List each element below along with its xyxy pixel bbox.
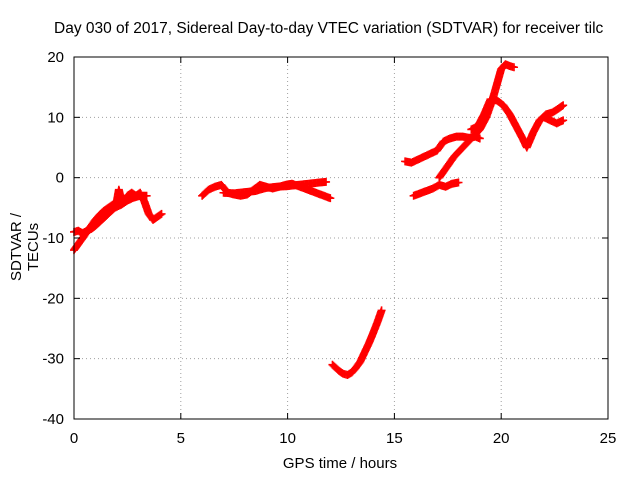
data-point <box>156 210 165 219</box>
x-tick-label: 0 <box>70 430 78 447</box>
data-series-10 <box>539 113 568 128</box>
y-tick-label: 0 <box>56 170 64 187</box>
x-tick-label: 25 <box>600 430 617 447</box>
data-point <box>557 116 566 125</box>
data-point <box>320 178 329 187</box>
data-point <box>453 178 462 187</box>
chart-series <box>70 60 568 379</box>
chart-title: Day 030 of 2017, Sidereal Day-to-day VTE… <box>54 20 604 37</box>
x-tick-label: 20 <box>493 430 510 447</box>
x-tick-label: 10 <box>279 430 296 447</box>
y-tick-label: 20 <box>47 49 64 66</box>
data-point <box>141 191 150 200</box>
chart-grid <box>74 57 608 419</box>
data-point <box>377 307 386 316</box>
data-series-1 <box>70 185 166 255</box>
y-tick-label: -30 <box>42 351 64 368</box>
x-tick-label: 15 <box>386 430 403 447</box>
y-tick-label: -40 <box>42 411 64 428</box>
y-tick-label: -20 <box>42 290 64 307</box>
x-axis-label: GPS time / hours <box>282 455 398 472</box>
y-axis-label: SDTVAR / TECUs <box>8 212 42 282</box>
data-series-7 <box>409 178 463 200</box>
data-point <box>558 102 567 111</box>
data-series-9 <box>467 95 568 152</box>
data-series-4 <box>219 177 331 198</box>
y-tick-label: -10 <box>42 230 64 247</box>
y-tick-label: 10 <box>47 109 64 126</box>
data-series-2 <box>70 191 151 238</box>
x-tick-label: 5 <box>177 430 185 447</box>
data-point <box>508 62 517 71</box>
chart-ticks: 0 5 10 15 20 25 -40 -30 -20 -10 0 10 20 <box>42 49 616 447</box>
data-point <box>325 193 334 202</box>
data-series-5 <box>328 306 386 379</box>
